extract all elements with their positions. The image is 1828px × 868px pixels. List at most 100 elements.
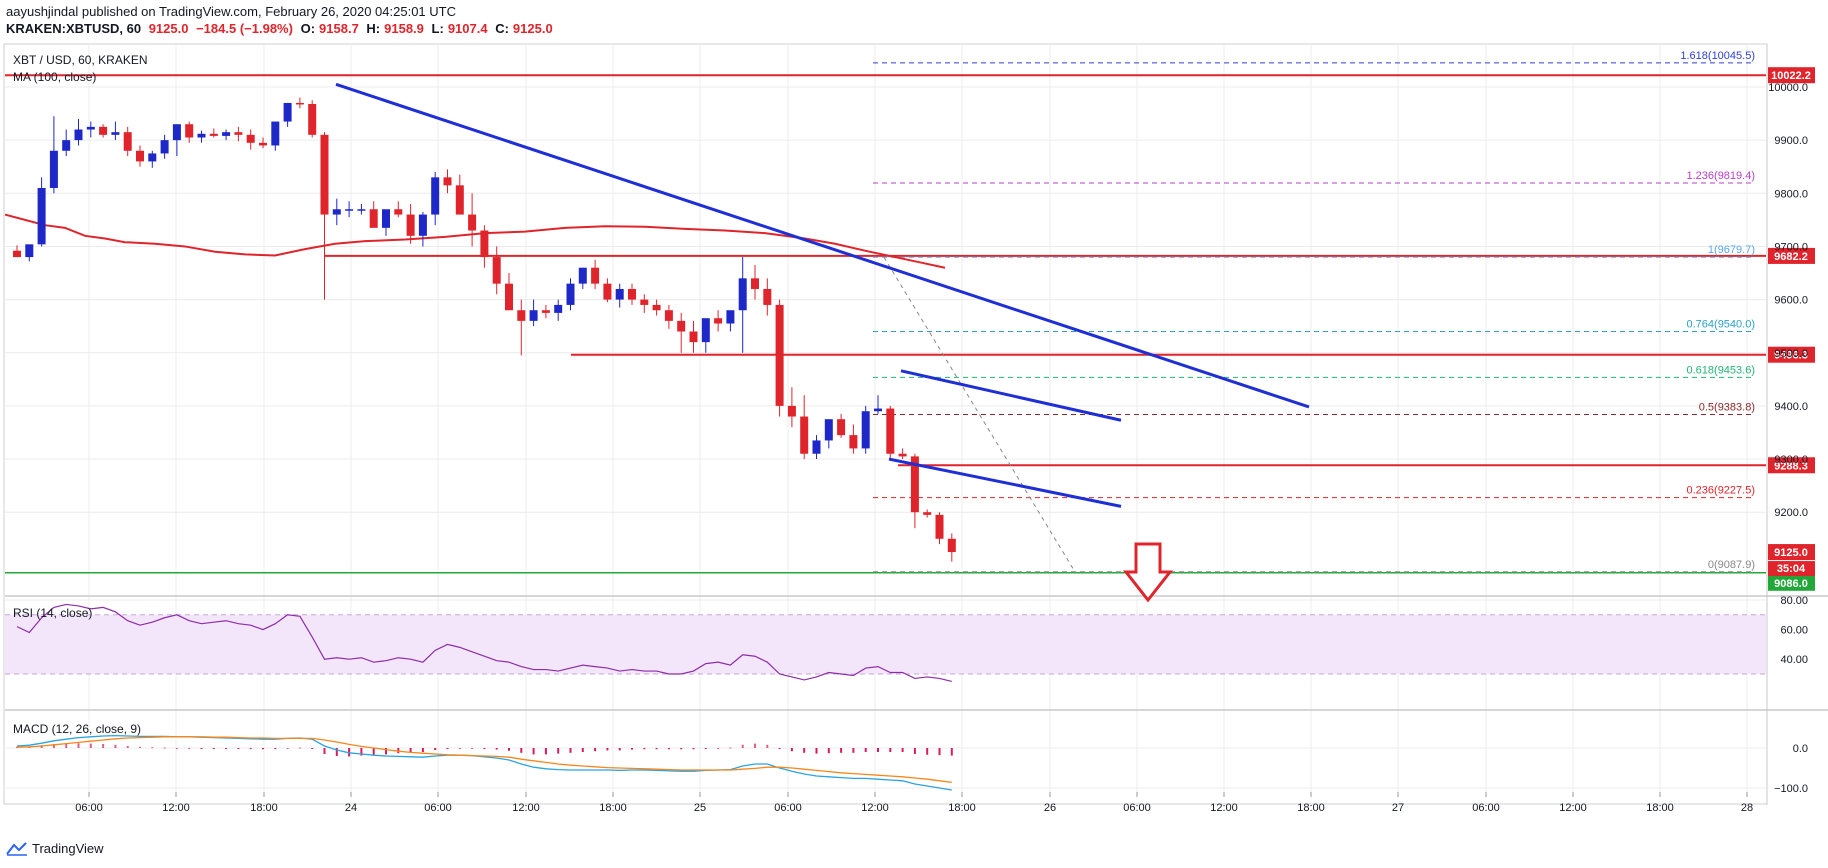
signal-line bbox=[16, 736, 952, 784]
macd-histogram-bar bbox=[913, 748, 916, 754]
macd-line bbox=[16, 734, 952, 791]
candle bbox=[382, 209, 390, 228]
countdown-label: 35:04 bbox=[1777, 563, 1806, 575]
candle bbox=[443, 177, 452, 186]
x-tick-label: 06:00 bbox=[774, 802, 802, 814]
level-tag bbox=[1768, 574, 1815, 591]
candle bbox=[185, 124, 194, 138]
x-tick-label: 27 bbox=[1392, 802, 1404, 814]
candle bbox=[640, 299, 649, 305]
rsi-line bbox=[16, 603, 952, 682]
ma-legend: MA (100, close) bbox=[13, 70, 96, 84]
low-label: L: bbox=[431, 21, 444, 36]
candle bbox=[714, 318, 723, 324]
countdown-tag bbox=[1768, 561, 1815, 577]
x-tick-label: 26 bbox=[1044, 802, 1056, 814]
candle bbox=[726, 310, 735, 324]
price-pane[interactable]: 10022.2 9682.2 9496.3 9288.3 9086.0 9125.0 35:… bbox=[4, 50, 1815, 591]
macd-histogram-bar bbox=[483, 748, 486, 749]
candle bbox=[923, 512, 932, 515]
macd-histogram-bar bbox=[225, 748, 228, 749]
macd-histogram-bar bbox=[618, 748, 621, 751]
close-value: 9125.0 bbox=[512, 21, 553, 36]
fib-level-label: 0(9087.9) bbox=[1708, 559, 1755, 571]
macd-histogram-bar bbox=[385, 748, 387, 755]
candle bbox=[123, 132, 132, 151]
level-tag-label: 9496.3 bbox=[1774, 350, 1808, 362]
x-tick-label: 18:00 bbox=[250, 802, 278, 814]
level-tag bbox=[1768, 247, 1815, 264]
candle bbox=[837, 419, 846, 436]
macd-histogram-bar bbox=[471, 748, 474, 749]
candle bbox=[160, 140, 169, 154]
rsi-pane[interactable] bbox=[5, 603, 1766, 682]
candle bbox=[357, 209, 366, 211]
candle bbox=[99, 126, 108, 135]
candle bbox=[74, 129, 83, 141]
macd-histogram-bar bbox=[286, 748, 289, 749]
y-tick-label: 9600.0 bbox=[1774, 295, 1808, 307]
macd-histogram-bar bbox=[421, 748, 424, 752]
macd-histogram-bar bbox=[901, 748, 904, 752]
level-tag-label: 9682.2 bbox=[1774, 251, 1808, 263]
candle bbox=[259, 142, 267, 146]
symbol[interactable]: KRAKEN:XBTUSD, 60 bbox=[6, 21, 142, 36]
fib-level-label: 0.618(9453.6) bbox=[1687, 364, 1756, 376]
macd-pane[interactable] bbox=[16, 734, 953, 791]
x-tick-label: 25 bbox=[694, 802, 706, 814]
channel-lower-line bbox=[888, 457, 1122, 508]
candle bbox=[505, 283, 513, 311]
macd-histogram-bar bbox=[126, 746, 129, 748]
candle bbox=[603, 283, 612, 300]
macd-histogram-bar bbox=[163, 747, 166, 749]
macd-histogram-bar bbox=[151, 747, 154, 749]
candle bbox=[812, 440, 821, 454]
macd-histogram-bar bbox=[889, 748, 892, 752]
footer-brand[interactable]: TradingView bbox=[6, 841, 104, 856]
macd-histogram-bar bbox=[175, 748, 178, 749]
macd-histogram-bar bbox=[200, 748, 203, 749]
fib-level-label: 0.236(9227.5) bbox=[1687, 485, 1756, 497]
macd-histogram-bar bbox=[631, 748, 633, 750]
macd-histogram-bar bbox=[434, 748, 437, 750]
candle bbox=[849, 435, 858, 449]
macd-histogram-bar bbox=[704, 748, 707, 749]
high-value: 9158.9 bbox=[384, 21, 424, 36]
fib-diagonal bbox=[883, 256, 1076, 573]
macd-histogram-bar bbox=[790, 748, 793, 752]
symbol-line: KRAKEN:XBTUSD, 60 9125.0 −184.5 (−1.98%)… bbox=[6, 21, 557, 36]
macd-histogram-bar bbox=[520, 748, 523, 753]
macd-histogram-bar bbox=[827, 748, 830, 754]
chart-title: XBT / USD, 60, KRAKEN bbox=[13, 53, 148, 67]
macd-histogram-bar bbox=[237, 748, 240, 749]
y-tick-label: 9800.0 bbox=[1774, 188, 1808, 200]
level-tag-label: 10022.2 bbox=[1771, 70, 1811, 82]
candle bbox=[701, 318, 710, 343]
candle bbox=[62, 140, 71, 151]
candle bbox=[394, 209, 403, 215]
channel-upper-line bbox=[900, 369, 1122, 422]
candle bbox=[431, 177, 440, 215]
rsi-tick-label: 40.00 bbox=[1780, 654, 1808, 666]
candle bbox=[591, 267, 600, 284]
macd-histogram-bar bbox=[52, 744, 55, 748]
candle bbox=[468, 214, 477, 231]
candle bbox=[751, 278, 759, 289]
macd-histogram-bar bbox=[532, 748, 535, 755]
macd-histogram-bar bbox=[372, 748, 375, 756]
candle bbox=[615, 288, 624, 300]
x-tick-label: 06:00 bbox=[1123, 802, 1151, 814]
axes: 06:00 12:00 18:00 24 06:00 12:00 18:00 25 06:00 1… bbox=[5, 44, 1828, 814]
x-tick-label: 28 bbox=[1741, 802, 1753, 814]
open-label: O: bbox=[300, 21, 316, 36]
candle bbox=[947, 538, 956, 553]
x-tick-label: 12:00 bbox=[1210, 802, 1238, 814]
candle bbox=[492, 257, 501, 284]
candle bbox=[861, 411, 870, 449]
macd-histogram-bar bbox=[717, 748, 720, 749]
macd-histogram-bar bbox=[360, 748, 363, 756]
macd-histogram-bar bbox=[692, 748, 695, 750]
candle bbox=[824, 419, 833, 441]
candle bbox=[554, 304, 563, 313]
